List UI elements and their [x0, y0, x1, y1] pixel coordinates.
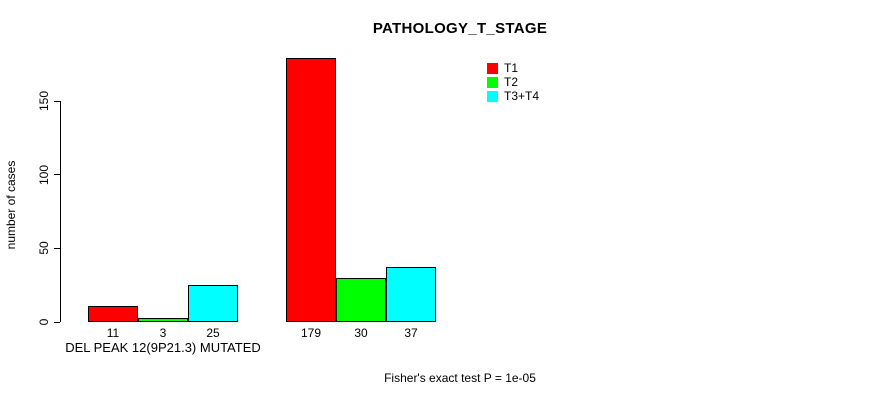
y-axis-tick	[54, 100, 60, 102]
bar-t2-group1	[138, 317, 188, 322]
y-axis-tick	[54, 321, 60, 323]
legend-label: T2	[504, 75, 519, 89]
legend-label: T3+T4	[504, 89, 540, 103]
bar-value-label: 30	[354, 326, 368, 340]
y-axis-tick	[54, 247, 60, 249]
y-axis-tick-label: 100	[37, 164, 51, 185]
bar-value-label: 11	[106, 326, 120, 340]
bar-value-label: 37	[404, 326, 418, 340]
bar-value-label: 25	[206, 326, 220, 340]
legend: T1 T2 T3+T4	[487, 62, 539, 102]
bar-t1-group2	[286, 58, 336, 322]
bar-t2-group2	[336, 277, 386, 322]
bar-value-label: 3	[159, 326, 167, 340]
bar-t1-group1	[88, 305, 138, 322]
legend-swatch-t1-icon	[487, 62, 498, 74]
legend-item: T1	[487, 62, 539, 74]
legend-swatch-t2-icon	[487, 76, 498, 88]
y-axis-line	[60, 101, 61, 322]
x-axis-category-label: DEL PEAK 12(9P21.3) MUTATED	[65, 340, 261, 355]
y-axis-tick-label: 50	[37, 241, 51, 256]
bar-t3-t4-group2	[386, 267, 436, 322]
y-axis-tick	[54, 174, 60, 176]
stats-annotation: Fisher's exact test P = 1e-05	[384, 371, 536, 385]
y-axis-tick-label: 0	[37, 318, 51, 326]
legend-label: T1	[504, 61, 519, 75]
legend-item: T3+T4	[487, 90, 539, 102]
bar-t3-t4-group1	[188, 285, 238, 322]
chart-title: PATHOLOGY_T_STAGE	[372, 20, 548, 37]
bar-value-label: 179	[300, 326, 322, 340]
legend-item: T2	[487, 76, 539, 88]
y-axis-tick-label: 150	[37, 90, 51, 112]
legend-swatch-t3-t4-icon	[487, 90, 498, 102]
